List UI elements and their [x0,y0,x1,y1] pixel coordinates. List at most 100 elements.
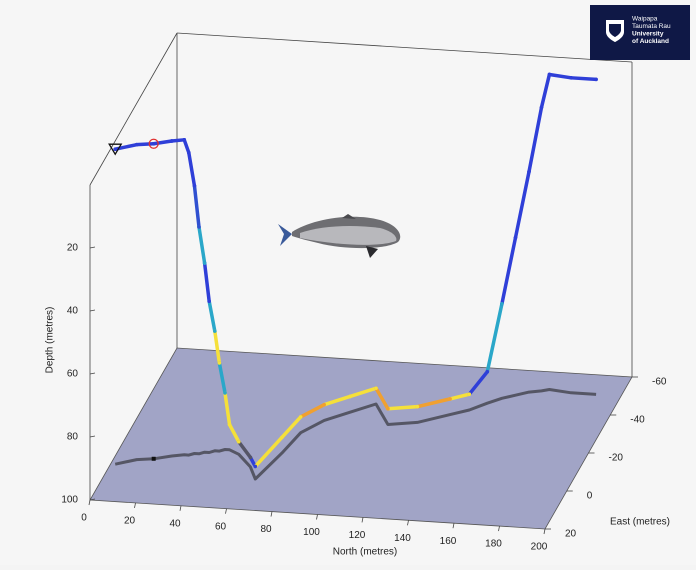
x-tick-label: 80 [260,524,272,535]
track-point [187,150,191,155]
track-segment [348,386,378,399]
track-segment [134,142,156,147]
track-point [539,105,544,110]
x-tick [361,517,364,523]
track-segment [253,435,284,469]
track-point [280,435,284,440]
tag-marker-shadow [151,456,156,461]
track-segment [485,302,504,374]
track-point [197,225,201,229]
track-segment [151,139,174,146]
z-tick [89,309,96,312]
track-point [569,76,573,80]
track-segment [192,183,201,229]
z-tick [89,498,96,501]
track-point [298,415,303,419]
track-point [513,235,518,240]
x-tick [179,505,182,511]
x-tick [270,511,273,517]
track-point [322,402,327,407]
track-segment [213,329,222,365]
track-segment [415,397,452,409]
z-tick-label: 20 [67,243,79,254]
x-tick-label: 40 [169,518,181,529]
track-segment [569,76,598,82]
track-point [192,183,197,188]
x-tick-label: 100 [303,527,320,538]
y-tick-label: 20 [565,529,577,540]
track-segment [202,261,211,304]
track-point [386,406,390,411]
x-tick-label: 160 [440,536,457,547]
z-axis-title: Depth (metres) [45,307,56,374]
z-tick-label: 80 [67,432,79,443]
y-tick-label: -20 [609,453,624,464]
track-point [113,147,118,151]
track-segment [223,391,232,427]
track-point [182,138,187,142]
y-tick-label: -40 [630,415,645,426]
track-shadow [114,388,597,481]
track-segment [187,150,197,188]
track-point [202,261,207,265]
track-segment [386,404,420,411]
track-point [227,422,232,427]
track-point [448,397,452,401]
x-tick-label: 60 [215,521,227,532]
x-tick [498,526,500,532]
track-point [207,299,211,304]
track-point [236,439,241,444]
y-tick-label: 0 [587,491,593,502]
z-tick [89,372,96,375]
track-segment [207,299,217,333]
z-tick-label: 100 [61,495,78,506]
logo-text: Waipapa [632,16,658,23]
start-marker [108,143,123,156]
track-segment [527,105,544,174]
x-tick [316,514,318,520]
track-segment [237,439,253,460]
x-axis-title: North (metres) [333,547,397,558]
track-point [527,169,531,174]
axis-edge [176,32,633,63]
y-axis-title: East (metres) [610,517,670,528]
track-segment [513,169,531,240]
track-point [547,72,552,77]
track-segment [322,394,352,407]
z-tick [89,246,96,249]
x-tick [134,502,136,508]
track-point [467,392,472,397]
track-point [374,386,378,391]
track-point [348,394,352,399]
x-tick [225,508,227,514]
track-segment [539,72,552,110]
track-point [223,391,227,395]
track-segment [197,225,207,265]
track-segment [467,369,490,396]
x-tick-label: 180 [485,539,502,550]
track-segment [547,72,573,80]
x-tick [88,499,91,506]
track-point [253,464,258,469]
track-point [217,361,222,365]
track-segment [227,422,241,444]
track-segment [182,138,191,155]
x-tick [543,528,546,535]
track-point [594,77,598,82]
x-tick-label: 200 [531,542,548,553]
z-tick-label: 60 [67,369,79,380]
track-segment [298,402,326,419]
z-tick [89,435,96,438]
dolphin-image [278,214,401,258]
track-segment [170,138,186,143]
track-segment [374,386,390,411]
x-tick-label: 140 [394,533,411,544]
track-segment [448,392,472,401]
track-point [134,142,139,147]
x-tick-label: 20 [124,516,136,527]
track-point [213,329,217,333]
axis-edge [89,32,178,186]
logo-text: University [632,31,664,38]
